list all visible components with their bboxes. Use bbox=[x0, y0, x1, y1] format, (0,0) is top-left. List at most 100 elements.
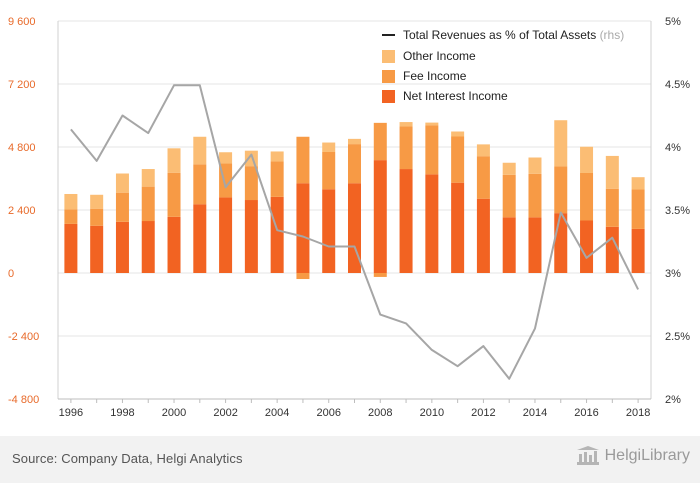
bar-fee-income bbox=[193, 164, 207, 205]
bar-fee-income bbox=[373, 122, 387, 161]
bar-fee-income bbox=[90, 208, 104, 226]
x-tick-label: 2006 bbox=[316, 407, 340, 419]
legend-line-suffix: (rhs) bbox=[600, 28, 625, 42]
x-tick-label: 2004 bbox=[265, 407, 289, 419]
bar-net-interest-income bbox=[244, 200, 258, 273]
revenue-composition-chart: 9 600 7 200 4 800 2 400 0 -2 400 -4 800 5% 4.5% 4… bbox=[8, 16, 690, 419]
y-right-tick-label: 3% bbox=[665, 268, 681, 280]
bar-net-interest-income bbox=[296, 183, 310, 273]
y-left-tick-label: -4 800 bbox=[8, 394, 39, 406]
bar-other-income bbox=[219, 152, 233, 164]
bar-net-interest-income bbox=[90, 225, 104, 273]
x-tick-label: 2014 bbox=[523, 407, 547, 419]
x-tick-label: 1996 bbox=[59, 407, 83, 419]
bar-other-income bbox=[115, 173, 129, 193]
legend-label: Net Interest Income bbox=[403, 89, 508, 103]
bar-other-income bbox=[631, 177, 645, 190]
bar-net-interest-income bbox=[528, 217, 542, 273]
x-tick-label: 2012 bbox=[471, 407, 495, 419]
bar-fee-income bbox=[580, 172, 594, 221]
source-note: Source: Company Data, Helgi Analytics bbox=[12, 451, 243, 466]
bar-net-interest-income bbox=[502, 217, 516, 273]
bar-net-interest-income bbox=[373, 160, 387, 273]
bar-fee-income bbox=[348, 144, 361, 184]
y-left-tick-label: 9 600 bbox=[8, 16, 36, 28]
bar-other-income bbox=[425, 122, 439, 126]
bar-other-income bbox=[90, 194, 104, 209]
bar-other-income bbox=[244, 150, 258, 167]
revenue-ratio-line bbox=[70, 84, 639, 380]
legend-swatch bbox=[382, 70, 395, 83]
bar-fee-income bbox=[502, 174, 516, 218]
library-icon bbox=[576, 446, 599, 465]
bar-other-income bbox=[64, 193, 78, 210]
bar-other-income bbox=[528, 157, 542, 174]
bar-fee-income bbox=[244, 166, 258, 201]
bar-other-income bbox=[502, 162, 516, 175]
bar-net-interest-income bbox=[193, 204, 207, 273]
legend-line-name: Total Revenues as % of Total Assets bbox=[403, 28, 600, 42]
bar-net-interest-income bbox=[631, 228, 645, 273]
bar-fee-income bbox=[322, 151, 336, 190]
bar-other-income bbox=[270, 151, 284, 162]
bar-net-interest-income bbox=[141, 221, 155, 273]
bar-net-interest-income bbox=[348, 183, 361, 273]
bar-net-interest-income bbox=[476, 198, 490, 273]
bar-other-income bbox=[399, 122, 413, 127]
bar-negative-other bbox=[296, 273, 310, 280]
bar-net-interest-income bbox=[167, 216, 181, 273]
stacked-bars bbox=[64, 120, 645, 280]
y-right-tick-label: 4.5% bbox=[665, 79, 690, 91]
bar-other-income bbox=[348, 138, 361, 145]
bar-other-income bbox=[451, 131, 465, 137]
bar-other-income bbox=[322, 142, 336, 152]
line-total-revenues-pct bbox=[70, 84, 639, 380]
bar-other-income bbox=[167, 148, 181, 173]
x-tick-label: 2008 bbox=[368, 407, 392, 419]
bar-fee-income bbox=[296, 136, 310, 184]
legend-label: Fee Income bbox=[403, 69, 467, 83]
bar-net-interest-income bbox=[605, 226, 619, 273]
brand-logo: HelgiLibrary bbox=[575, 446, 690, 466]
bar-fee-income bbox=[64, 209, 78, 224]
x-tick-label: 2002 bbox=[213, 407, 237, 419]
bar-fee-income bbox=[167, 172, 181, 217]
bar-negative-other bbox=[373, 273, 387, 277]
x-tick-label: 2016 bbox=[574, 407, 598, 419]
bar-fee-income bbox=[425, 125, 439, 175]
bar-fee-income bbox=[605, 188, 619, 227]
y-right-tick-label: 2.5% bbox=[665, 331, 690, 343]
y-right-tick-label: 5% bbox=[665, 16, 681, 28]
y-left-tick-label: -2 400 bbox=[8, 331, 39, 343]
bar-fee-income bbox=[554, 166, 568, 214]
y-left-tick-label: 2 400 bbox=[8, 205, 36, 217]
y-right-tick-label: 4% bbox=[665, 142, 681, 154]
x-tick-label: 2018 bbox=[626, 407, 650, 419]
bar-fee-income bbox=[528, 173, 542, 218]
x-tick-label: 2010 bbox=[420, 407, 444, 419]
legend-swatch bbox=[382, 90, 395, 103]
bar-other-income bbox=[476, 144, 490, 157]
y-right-tick-label: 3.5% bbox=[665, 205, 690, 217]
legend-swatch bbox=[382, 50, 395, 63]
bar-other-income bbox=[554, 120, 568, 167]
bar-fee-income bbox=[631, 189, 645, 229]
y-left-tick-label: 0 bbox=[8, 268, 14, 280]
legend-label-line: Total Revenues as % of Total Assets (rhs… bbox=[403, 28, 624, 42]
bar-fee-income bbox=[476, 156, 490, 199]
legend-label: Other Income bbox=[403, 49, 476, 63]
bar-net-interest-income bbox=[115, 221, 129, 273]
y-left-tick-label: 4 800 bbox=[8, 142, 36, 154]
chart-footer: Source: Company Data, Helgi Analytics He… bbox=[0, 436, 700, 483]
bar-other-income bbox=[580, 146, 594, 173]
bar-fee-income bbox=[141, 186, 155, 222]
axes: 9 600 7 200 4 800 2 400 0 -2 400 -4 800 5% 4.5% 4… bbox=[8, 16, 690, 419]
bar-net-interest-income bbox=[322, 189, 336, 273]
bar-fee-income bbox=[270, 161, 284, 197]
bar-net-interest-income bbox=[270, 196, 284, 273]
bar-net-interest-income bbox=[64, 223, 78, 273]
bar-net-interest-income bbox=[425, 174, 439, 273]
bar-other-income bbox=[141, 169, 155, 187]
bar-net-interest-income bbox=[219, 197, 233, 273]
